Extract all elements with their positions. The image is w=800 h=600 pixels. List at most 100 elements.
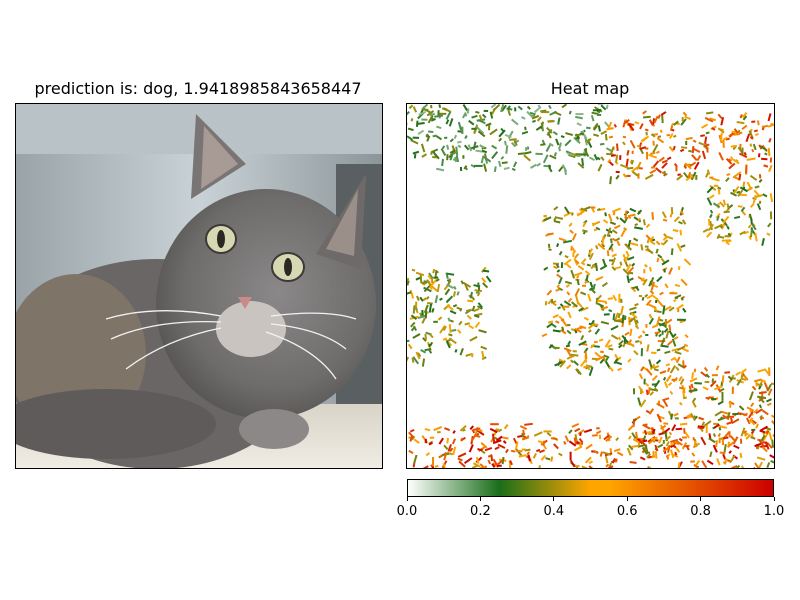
heat-speckle — [458, 460, 466, 468]
heat-speckle — [497, 160, 502, 168]
heat-speckle — [648, 438, 656, 445]
heat-speckle — [629, 328, 633, 337]
heat-speckle — [554, 361, 564, 367]
heat-speckle — [448, 324, 452, 334]
heat-speckle — [757, 395, 767, 400]
heat-speckle — [646, 344, 650, 352]
heat-speckle — [563, 300, 572, 307]
heat-speckle — [457, 130, 463, 133]
heat-speckle — [731, 465, 738, 468]
heat-speckle — [671, 347, 680, 352]
heat-speckle — [750, 228, 754, 233]
heat-speckle — [601, 281, 608, 288]
heat-speckle — [666, 367, 671, 373]
heat-speckle — [681, 384, 686, 394]
heat-speckle — [702, 386, 709, 391]
heat-speckle — [749, 136, 754, 140]
heat-speckle — [543, 214, 547, 218]
heat-speckle — [420, 349, 427, 354]
heat-speckle — [444, 427, 451, 432]
heat-speckle — [598, 207, 606, 211]
heat-speckle — [480, 155, 485, 164]
heat-speckle — [421, 281, 427, 285]
heat-speckle — [770, 460, 774, 464]
heat-speckle — [686, 413, 691, 418]
heat-speckle — [642, 278, 648, 286]
heat-speckle — [672, 444, 677, 449]
heat-speckle — [618, 340, 624, 346]
heat-speckle — [722, 136, 728, 141]
heat-speckle — [759, 425, 768, 432]
heat-speckle — [514, 107, 517, 112]
heat-speckle — [678, 375, 683, 382]
heat-speckle — [745, 417, 751, 425]
heat-speckle — [760, 379, 766, 383]
heat-speckle — [474, 164, 483, 167]
heat-speckle — [632, 438, 640, 444]
heat-speckle — [644, 293, 649, 298]
heat-speckle — [563, 440, 567, 445]
heat-speckle — [635, 340, 640, 343]
heat-speckle — [637, 444, 646, 448]
heat-speckle — [629, 461, 637, 464]
heat-speckle — [674, 350, 682, 355]
heat-speckle — [602, 219, 609, 224]
heat-speckle — [660, 111, 667, 116]
heat-speckle — [410, 139, 419, 145]
heat-speckle — [511, 142, 517, 148]
heat-speckle — [524, 126, 527, 131]
heat-speckle — [767, 113, 772, 122]
heat-speckle — [627, 123, 635, 132]
heat-speckle — [580, 306, 589, 312]
heat-speckle — [610, 146, 615, 154]
heat-speckle — [479, 144, 485, 149]
heat-speckle — [733, 133, 741, 136]
heat-speckle — [656, 413, 662, 423]
heat-speckle — [463, 144, 470, 151]
heat-speckle — [771, 439, 774, 448]
heat-speckle — [557, 306, 561, 310]
heat-speckle — [473, 284, 481, 288]
heat-speckle — [634, 325, 640, 330]
heat-speckle — [451, 145, 457, 154]
heat-speckle — [456, 291, 460, 296]
heat-speckle — [590, 343, 596, 349]
heat-speckle — [636, 209, 643, 216]
heat-speckle — [640, 277, 645, 282]
heat-speckle — [605, 465, 614, 468]
heat-speckle — [732, 412, 739, 416]
heat-speckle — [625, 158, 629, 167]
heat-speckle — [674, 451, 678, 456]
heat-speckle — [546, 289, 553, 296]
heat-speckle — [481, 350, 485, 360]
heat-speckle — [449, 319, 454, 323]
heat-speckle — [575, 113, 584, 116]
heat-speckle — [610, 154, 616, 157]
heat-speckle — [676, 303, 684, 310]
heat-speckle — [516, 450, 523, 453]
heat-speckle — [751, 120, 756, 123]
heat-speckle — [453, 285, 457, 290]
heat-speckle — [607, 158, 612, 164]
heat-speckle — [706, 197, 713, 206]
heat-speckle — [733, 185, 740, 194]
heat-speckle — [623, 227, 628, 231]
heat-speckle — [666, 133, 671, 137]
heat-speckle — [660, 424, 667, 430]
heat-speckle — [564, 254, 569, 259]
heat-speckle — [723, 431, 730, 438]
heat-speckle — [662, 397, 670, 402]
heat-speckle — [663, 400, 669, 408]
heat-speckle — [438, 104, 442, 109]
heat-speckle — [448, 337, 457, 345]
heat-speckle — [739, 186, 749, 193]
heat-speckle — [526, 110, 534, 118]
heat-speckle — [671, 424, 677, 432]
heat-speckle — [732, 158, 740, 165]
heat-speckle — [433, 276, 439, 279]
heat-speckle — [547, 130, 551, 135]
heat-speckle — [627, 215, 632, 219]
heat-speckle — [670, 207, 674, 215]
heat-speckle — [761, 409, 769, 416]
heat-speckle — [747, 224, 752, 229]
